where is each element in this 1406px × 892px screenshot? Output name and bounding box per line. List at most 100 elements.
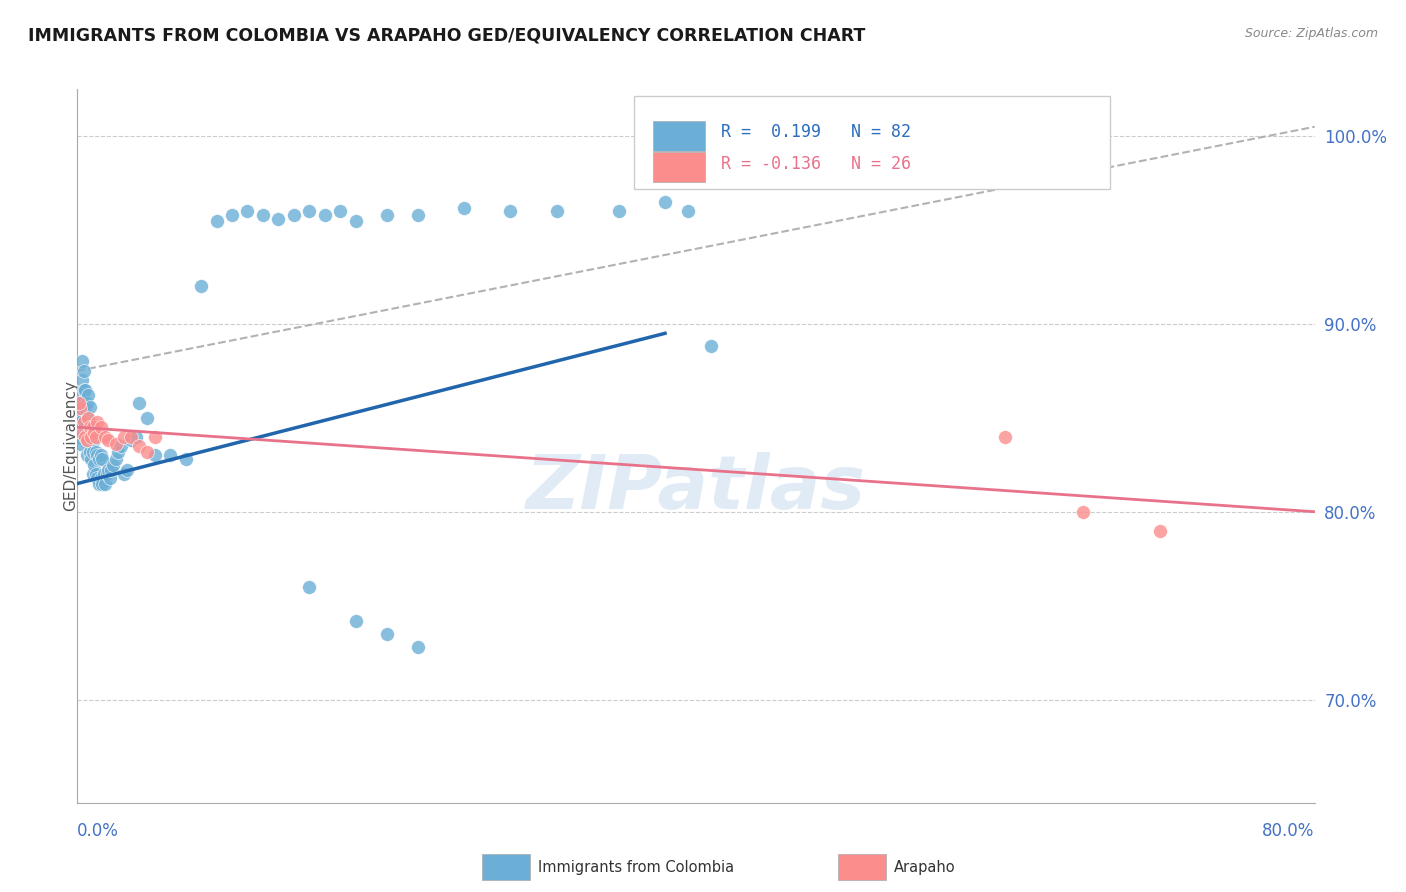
Text: R =  0.199   N = 82: R = 0.199 N = 82	[721, 123, 911, 142]
Point	[77, 388, 100, 402]
Point	[105, 452, 128, 467]
Point	[75, 383, 96, 397]
Point	[98, 471, 121, 485]
Point	[82, 420, 104, 434]
Point	[77, 434, 100, 448]
Point	[375, 627, 398, 641]
FancyBboxPatch shape	[634, 96, 1111, 189]
Point	[80, 429, 103, 443]
Point	[97, 463, 120, 477]
Point	[76, 449, 98, 463]
Point	[79, 400, 101, 414]
Point	[159, 449, 181, 463]
Point	[80, 429, 103, 443]
Point	[67, 407, 90, 421]
Point	[283, 208, 305, 222]
Point	[236, 204, 259, 219]
Text: 80.0%: 80.0%	[1263, 822, 1315, 839]
Point	[87, 476, 110, 491]
Point	[143, 429, 166, 443]
Point	[97, 434, 120, 448]
Point	[83, 425, 105, 440]
Point	[1071, 505, 1094, 519]
Point	[136, 410, 159, 425]
Point	[96, 467, 118, 482]
Point	[375, 208, 398, 222]
Point	[298, 580, 321, 594]
Point	[344, 213, 367, 227]
Point	[90, 471, 112, 485]
Point	[77, 410, 100, 425]
Point	[221, 208, 243, 222]
Point	[994, 429, 1017, 443]
Point	[79, 422, 101, 436]
Point	[94, 476, 117, 491]
FancyBboxPatch shape	[652, 152, 704, 182]
Point	[86, 471, 108, 485]
Point	[101, 458, 124, 472]
Point	[121, 434, 143, 448]
Text: IMMIGRANTS FROM COLOMBIA VS ARAPAHO GED/EQUIVALENCY CORRELATION CHART: IMMIGRANTS FROM COLOMBIA VS ARAPAHO GED/…	[28, 27, 866, 45]
Point	[72, 364, 94, 378]
Point	[76, 396, 98, 410]
Point	[654, 194, 676, 209]
Point	[128, 396, 150, 410]
Point	[69, 401, 91, 416]
Point	[110, 439, 132, 453]
Y-axis label: GED/Equivalency: GED/Equivalency	[63, 381, 77, 511]
Point	[75, 429, 96, 443]
Point	[205, 213, 228, 227]
Point	[69, 415, 91, 429]
Point	[121, 429, 143, 443]
Point	[91, 476, 114, 491]
Point	[1149, 524, 1171, 538]
Text: 0.0%: 0.0%	[77, 822, 120, 839]
Point	[499, 204, 522, 219]
Point	[72, 383, 94, 397]
Point	[94, 429, 117, 443]
Point	[86, 415, 108, 429]
Point	[267, 211, 290, 226]
Point	[100, 463, 122, 477]
Point	[67, 429, 90, 443]
Point	[136, 444, 159, 458]
Point	[314, 208, 336, 222]
Point	[125, 429, 148, 443]
Point	[82, 467, 104, 482]
Point	[76, 434, 98, 448]
Point	[70, 425, 93, 440]
Text: Immigrants from Colombia: Immigrants from Colombia	[538, 860, 734, 874]
Point	[79, 420, 101, 434]
Point	[344, 614, 367, 628]
Point	[69, 396, 91, 410]
Point	[546, 204, 568, 219]
Point	[453, 201, 475, 215]
Point	[298, 204, 321, 219]
Point	[84, 467, 107, 482]
Point	[90, 420, 112, 434]
Point	[87, 452, 110, 467]
Point	[190, 279, 212, 293]
Point	[69, 437, 91, 451]
Point	[84, 429, 107, 443]
Point	[79, 444, 101, 458]
Point	[84, 444, 107, 458]
Point	[86, 449, 108, 463]
Point	[607, 204, 630, 219]
Point	[72, 415, 94, 429]
Text: R = -0.136   N = 26: R = -0.136 N = 26	[721, 155, 911, 173]
Point	[83, 434, 105, 448]
Point	[75, 401, 96, 416]
Point	[252, 208, 274, 222]
Point	[115, 463, 138, 477]
Point	[91, 452, 114, 467]
Point	[67, 386, 90, 401]
Point	[80, 452, 103, 467]
Point	[128, 439, 150, 453]
Point	[700, 339, 723, 353]
Point	[143, 449, 166, 463]
Point	[77, 410, 100, 425]
Point	[67, 396, 90, 410]
Point	[112, 467, 135, 482]
Point	[82, 420, 104, 434]
